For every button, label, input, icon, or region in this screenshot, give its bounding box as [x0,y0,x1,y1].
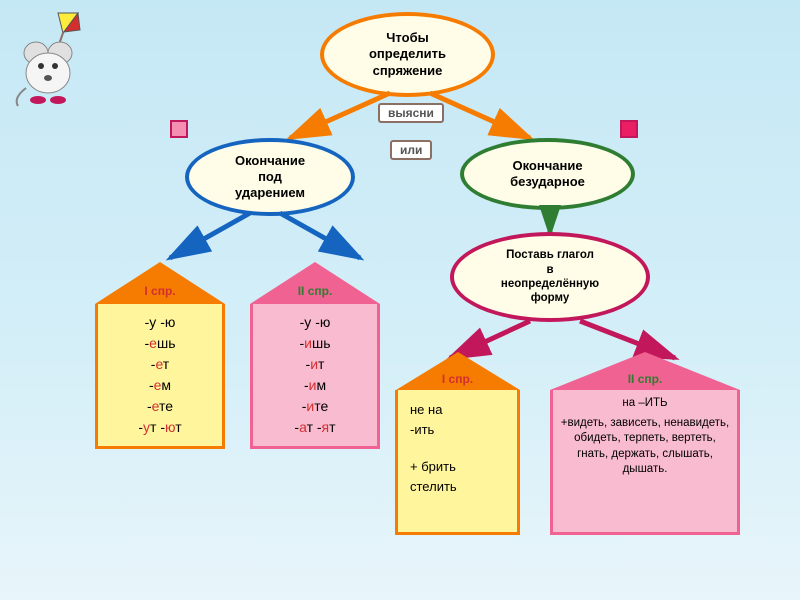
h3-l2: -ить [410,420,505,440]
root-bubble: Чтобы определить спряжение [320,12,495,97]
right-bubble: Окончание безударное [460,138,635,210]
ending-line: -ите [259,396,371,417]
house4-label: II спр. [550,372,740,386]
root-text: Чтобы определить спряжение [369,30,446,79]
ending-line: -им [259,375,371,396]
house4-body: на –ИТЬ +видеть, зависеть, ненавидеть, о… [550,390,740,535]
house-2: II спр. -у -ю-ишь-ит-им-ите-ат -ят [250,262,380,449]
h3-l1: не на [410,400,505,420]
left-text: Окончание под ударением [235,153,305,202]
ending-line: -ешь [104,333,216,354]
infinitive-text: Поставь глагол в неопределённую форму [501,248,599,306]
square-left [170,120,188,138]
house1-label: I спр. [95,284,225,298]
house-4: II спр. на –ИТЬ +видеть, зависеть, ненав… [550,352,740,535]
house2-body: -у -ю-ишь-ит-им-ите-ат -ят [250,304,380,449]
ending-line: -ат -ят [259,417,371,438]
tag-find-out: выясни [378,103,444,123]
square-right [620,120,638,138]
ending-line: -у -ю [259,312,371,333]
ending-line: -ете [104,396,216,417]
ending-line: -ит [259,354,371,375]
ending-line: -ут -ют [104,417,216,438]
house-1: I спр. -у -ю-ешь-ет-ем-ете-ут -ют [95,262,225,449]
house2-label: II спр. [250,284,380,298]
tag-or: или [390,140,432,160]
mouse-mascot [8,8,98,108]
ending-line: -ишь [259,333,371,354]
house-3: I спр. не на -ить + брить стелить [395,352,520,535]
house3-label: I спр. [395,372,520,386]
right-text: Окончание безударное [510,158,585,191]
h3-l3: + брить [410,457,505,477]
house3-body: не на -ить + брить стелить [395,390,520,535]
ending-line: -у -ю [104,312,216,333]
h4-top: на –ИТЬ [557,396,733,412]
h3-l4: стелить [410,477,505,497]
house1-body: -у -ю-ешь-ет-ем-ете-ут -ют [95,304,225,449]
h4-body: +видеть, зависеть, ненавидеть, обидеть, … [557,416,733,478]
ending-line: -ем [104,375,216,396]
left-arrows [150,208,380,268]
infinitive-bubble: Поставь глагол в неопределённую форму [450,232,650,322]
left-bubble: Окончание под ударением [185,138,355,216]
ending-line: -ет [104,354,216,375]
